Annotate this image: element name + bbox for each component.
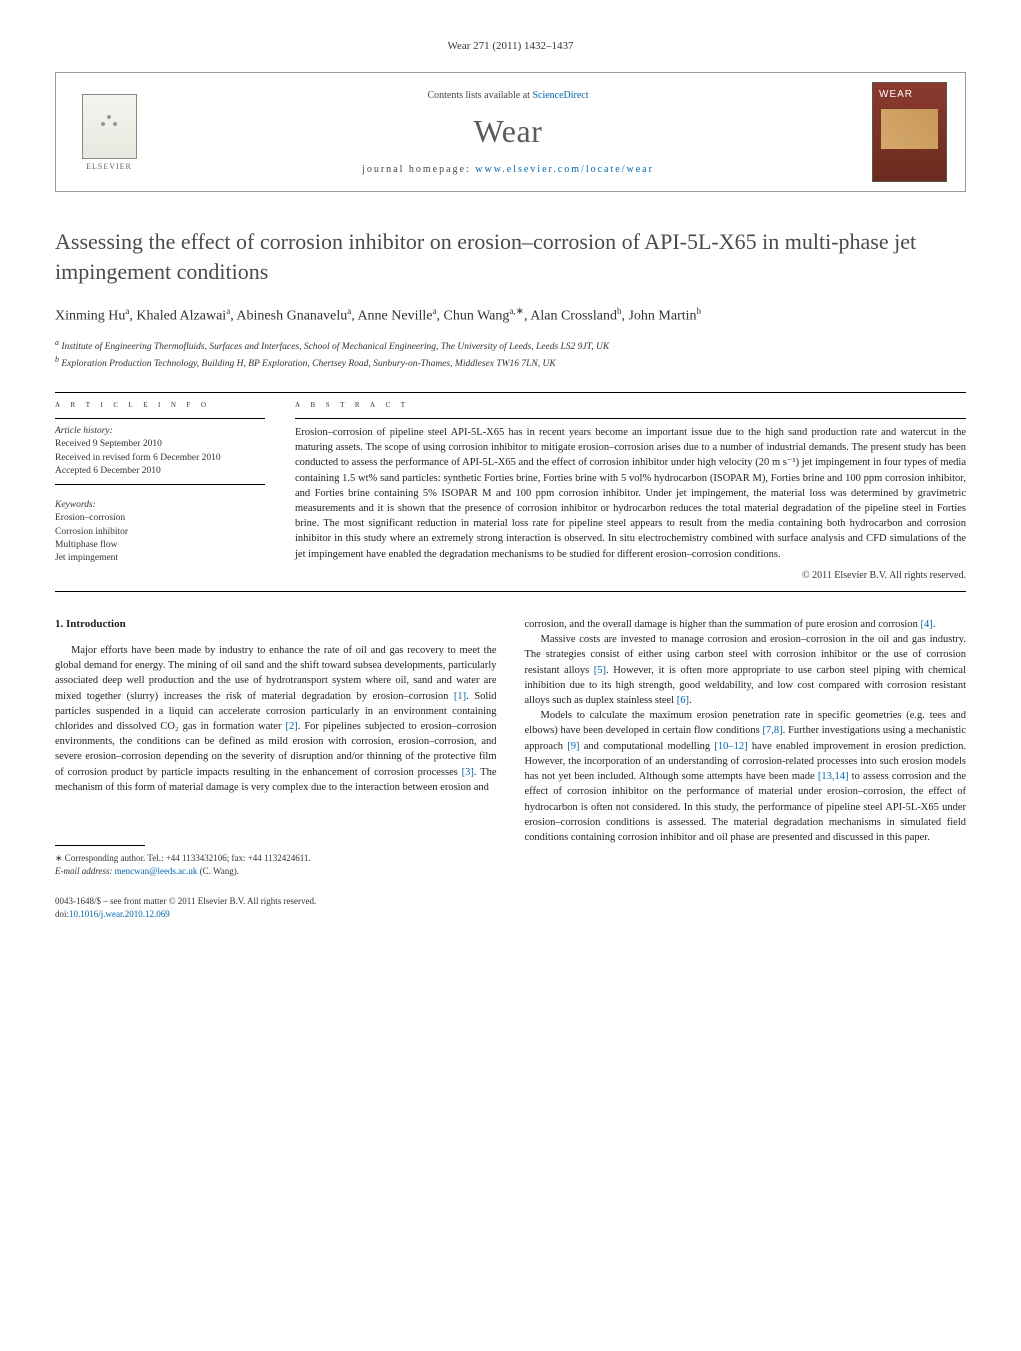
- author-6: , Alan Crossland: [524, 309, 617, 324]
- authors-list: Xinming Hua, Khaled Alzawaia, Abinesh Gn…: [55, 304, 966, 327]
- abstract-column: a b s t r a c t Erosion–corrosion of pip…: [295, 399, 966, 581]
- journal-homepage-line: journal homepage: www.elsevier.com/locat…: [144, 164, 872, 175]
- keyword-2: Corrosion inhibitor: [55, 526, 265, 539]
- journal-cover-thumbnail: WEAR: [872, 82, 947, 182]
- keyword-1: Erosion–corrosion: [55, 512, 265, 525]
- received-date: Received 9 September 2010: [55, 438, 265, 451]
- journal-reference: Wear 271 (2011) 1432–1437: [55, 40, 966, 52]
- footnote-divider: [55, 845, 145, 846]
- email-label: E-mail address:: [55, 866, 115, 876]
- elsevier-text: ELSEVIER: [86, 162, 132, 171]
- ref-link-7-8[interactable]: [7,8]: [763, 725, 783, 736]
- author-5: , Chun Wang: [436, 309, 509, 324]
- body-text: .: [933, 619, 936, 630]
- author-3: , Abinesh Gnanavelu: [230, 309, 347, 324]
- homepage-prefix: journal homepage:: [362, 164, 475, 175]
- corresponding-mark: ∗: [516, 306, 524, 317]
- section-heading-introduction: 1. Introduction: [55, 617, 497, 633]
- body-paragraph: corrosion, and the overall damage is hig…: [525, 617, 967, 632]
- contents-available-line: Contents lists available at ScienceDirec…: [144, 90, 872, 101]
- email-link[interactable]: mencwan@leeds.ac.uk: [115, 866, 198, 876]
- ref-link-2[interactable]: [2]: [285, 721, 297, 732]
- front-matter-line: 0043-1648/$ – see front matter © 2011 El…: [55, 895, 497, 908]
- contents-prefix: Contents lists available at: [427, 90, 532, 101]
- divider: [295, 418, 966, 419]
- author-7: , John Martin: [621, 309, 696, 324]
- body-paragraph: Models to calculate the maximum erosion …: [525, 708, 967, 845]
- corresponding-author-footnote: ∗ Corresponding author. Tel.: +44 113343…: [55, 852, 497, 877]
- ref-link-10-12[interactable]: [10–12]: [714, 741, 747, 752]
- sciencedirect-link[interactable]: ScienceDirect: [532, 90, 588, 101]
- body-column-right: corrosion, and the overall damage is hig…: [525, 617, 967, 921]
- ref-link-3[interactable]: [3]: [462, 767, 474, 778]
- body-text: Major efforts have been made by industry…: [55, 645, 497, 702]
- ref-link-13-14[interactable]: [13,14]: [818, 771, 849, 782]
- journal-header: ELSEVIER Contents lists available at Sci…: [55, 72, 966, 192]
- article-info-label: a r t i c l e i n f o: [55, 399, 265, 410]
- doi-link[interactable]: 10.1016/j.wear.2010.12.069: [69, 909, 170, 919]
- affil-b-text: Exploration Production Technology, Build…: [59, 360, 556, 370]
- abstract-label: a b s t r a c t: [295, 399, 966, 410]
- keywords-label: Keywords:: [55, 499, 265, 512]
- affiliations: a Institute of Engineering Thermofluids,…: [55, 337, 966, 372]
- body-paragraph: Massive costs are invested to manage cor…: [525, 632, 967, 708]
- affil-sup: b: [697, 306, 702, 316]
- divider: [55, 392, 966, 393]
- keyword-3: Multiphase flow: [55, 539, 265, 552]
- author-4: , Anne Neville: [351, 309, 432, 324]
- article-info-column: a r t i c l e i n f o Article history: R…: [55, 399, 265, 581]
- divider: [55, 591, 966, 592]
- footnote-line-1: ∗ Corresponding author. Tel.: +44 113343…: [55, 852, 497, 865]
- elsevier-tree-icon: [82, 94, 137, 159]
- revised-date: Received in revised form 6 December 2010: [55, 452, 265, 465]
- keyword-4: Jet impingement: [55, 552, 265, 565]
- homepage-link[interactable]: www.elsevier.com/locate/wear: [475, 164, 654, 175]
- journal-title: Wear: [144, 113, 872, 150]
- history-label: Article history:: [55, 425, 265, 438]
- email-suffix: (C. Wang).: [197, 866, 239, 876]
- ref-link-6[interactable]: [6]: [677, 695, 689, 706]
- body-text: corrosion, and the overall damage is hig…: [525, 619, 921, 630]
- copyright-line: © 2011 Elsevier B.V. All rights reserved…: [295, 570, 966, 581]
- elsevier-logo: ELSEVIER: [74, 87, 144, 177]
- author-2: , Khaled Alzawai: [129, 309, 226, 324]
- author-1: Xinming Hu: [55, 309, 125, 324]
- divider: [55, 484, 265, 485]
- ref-link-5[interactable]: [5]: [594, 665, 606, 676]
- article-title: Assessing the effect of corrosion inhibi…: [55, 227, 966, 286]
- divider: [55, 418, 265, 419]
- body-column-left: 1. Introduction Major efforts have been …: [55, 617, 497, 921]
- doi-prefix: doi:: [55, 909, 69, 919]
- ref-link-1[interactable]: [1]: [454, 691, 466, 702]
- cover-image-icon: [881, 109, 938, 149]
- accepted-date: Accepted 6 December 2010: [55, 465, 265, 478]
- ref-link-4[interactable]: [4]: [920, 619, 932, 630]
- abstract-text: Erosion–corrosion of pipeline steel API-…: [295, 425, 966, 562]
- ref-link-9[interactable]: [9]: [567, 741, 579, 752]
- body-paragraph: Major efforts have been made by industry…: [55, 643, 497, 795]
- body-text: and computational modelling: [580, 741, 715, 752]
- cover-title: WEAR: [879, 89, 913, 100]
- affil-a-text: Institute of Engineering Thermofluids, S…: [59, 342, 609, 352]
- footer-meta: 0043-1648/$ – see front matter © 2011 El…: [55, 895, 497, 920]
- body-text: .: [689, 695, 692, 706]
